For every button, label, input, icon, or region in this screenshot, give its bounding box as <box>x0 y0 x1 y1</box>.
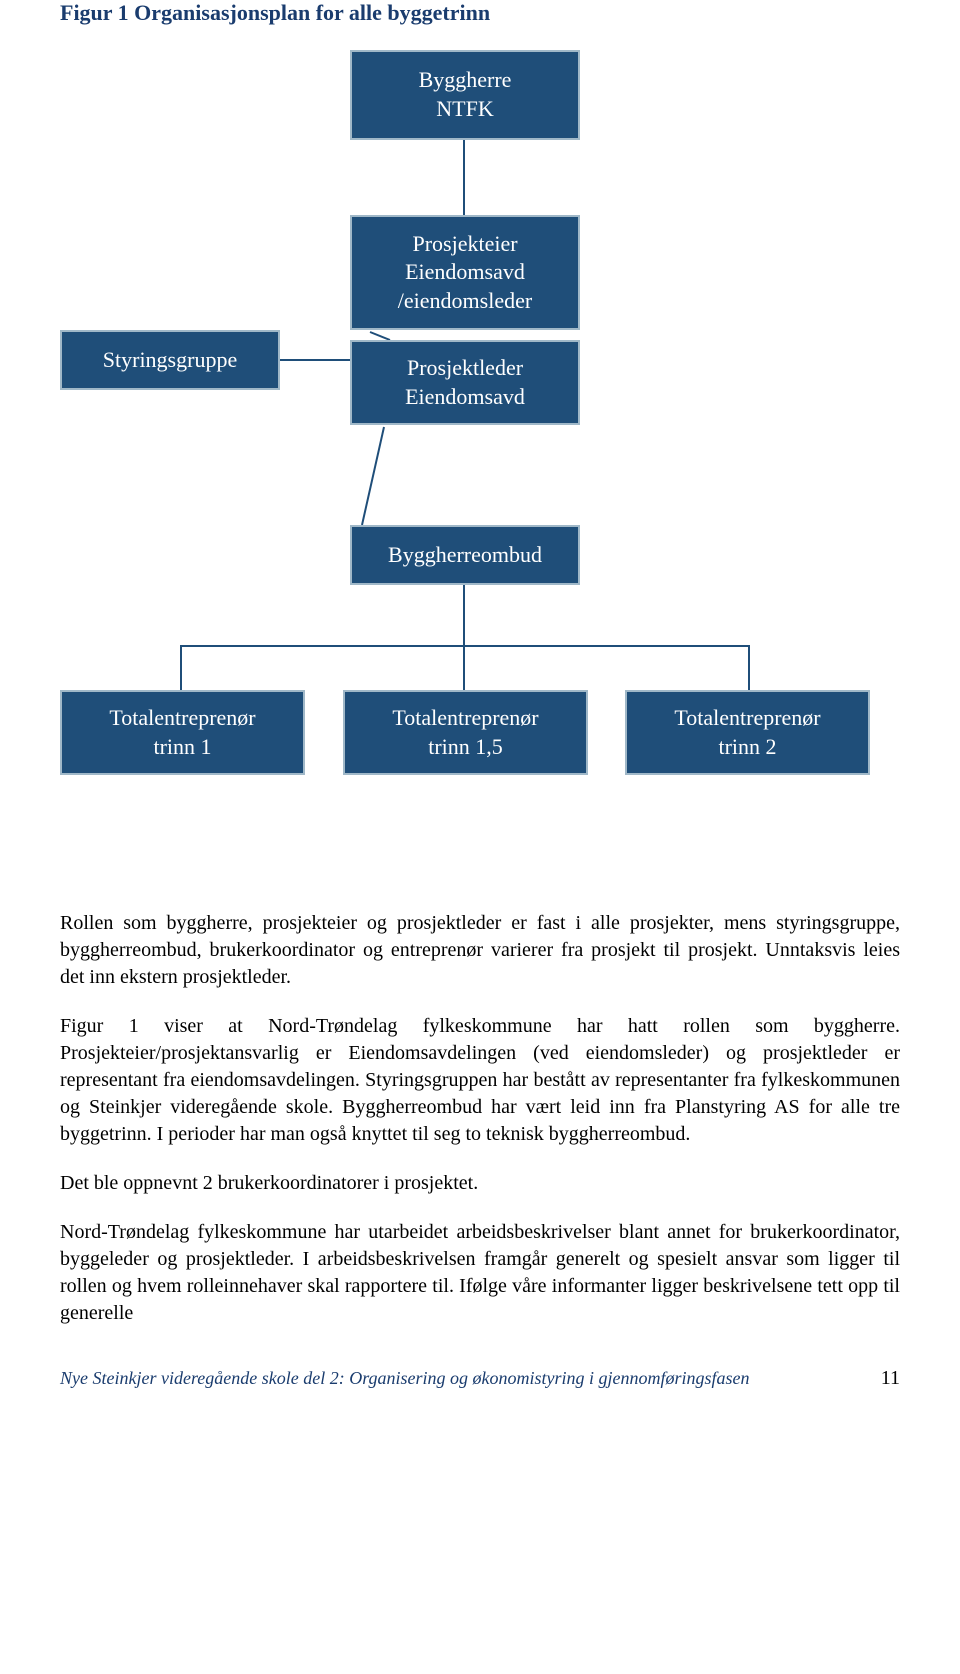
node-byggherreombud: Byggherreombud <box>350 525 580 585</box>
footer-text: Nye Steinkjer videregående skole del 2: … <box>60 1368 750 1389</box>
node-label: /eiendomsleder <box>398 287 532 316</box>
node-label: trinn 1 <box>153 733 211 762</box>
node-label: Eiendomsavd <box>405 258 525 287</box>
node-label: Byggherreombud <box>388 541 542 570</box>
connector <box>748 645 750 690</box>
org-chart: Byggherre NTFK Prosjekteier Eiendomsavd … <box>60 50 900 870</box>
node-label: Byggherre <box>419 66 512 95</box>
node-label: Totalentreprenør <box>109 704 255 733</box>
node-totalentreprenor-1: Totalentreprenør trinn 1 <box>60 690 305 775</box>
paragraph: Nord-Trøndelag fylkeskommune har utarbei… <box>60 1219 900 1327</box>
node-label: trinn 1,5 <box>428 733 503 762</box>
connector <box>463 585 465 645</box>
page-footer: Nye Steinkjer videregående skole del 2: … <box>60 1367 900 1390</box>
node-prosjekteier: Prosjekteier Eiendomsavd /eiendomsleder <box>350 215 580 330</box>
paragraph: Det ble oppnevnt 2 brukerkoordinatorer i… <box>60 1170 900 1197</box>
node-styringsgruppe: Styringsgruppe <box>60 330 280 390</box>
node-totalentreprenor-15: Totalentreprenør trinn 1,5 <box>343 690 588 775</box>
figure-title: Figur 1 Organisasjonsplan for alle bygge… <box>60 0 900 26</box>
connector <box>463 140 465 215</box>
node-label: NTFK <box>436 95 493 124</box>
connector <box>180 645 750 647</box>
connector <box>180 645 182 690</box>
connector <box>463 645 465 690</box>
node-label: trinn 2 <box>718 733 776 762</box>
node-label: Styringsgruppe <box>103 346 237 375</box>
paragraph: Figur 1 viser at Nord-Trøndelag fylkesko… <box>60 1013 900 1148</box>
node-label: Prosjekteier <box>412 230 517 259</box>
connector <box>280 359 350 361</box>
page-number: 11 <box>881 1367 900 1390</box>
node-totalentreprenor-2: Totalentreprenør trinn 2 <box>625 690 870 775</box>
paragraph: Rollen som byggherre, prosjekteier og pr… <box>60 910 900 991</box>
node-label: Eiendomsavd <box>405 383 525 412</box>
node-label: Prosjektleder <box>407 354 523 383</box>
node-byggherre: Byggherre NTFK <box>350 50 580 140</box>
node-prosjektleder: Prosjektleder Eiendomsavd <box>350 340 580 425</box>
node-label: Totalentreprenør <box>392 704 538 733</box>
node-label: Totalentreprenør <box>674 704 820 733</box>
